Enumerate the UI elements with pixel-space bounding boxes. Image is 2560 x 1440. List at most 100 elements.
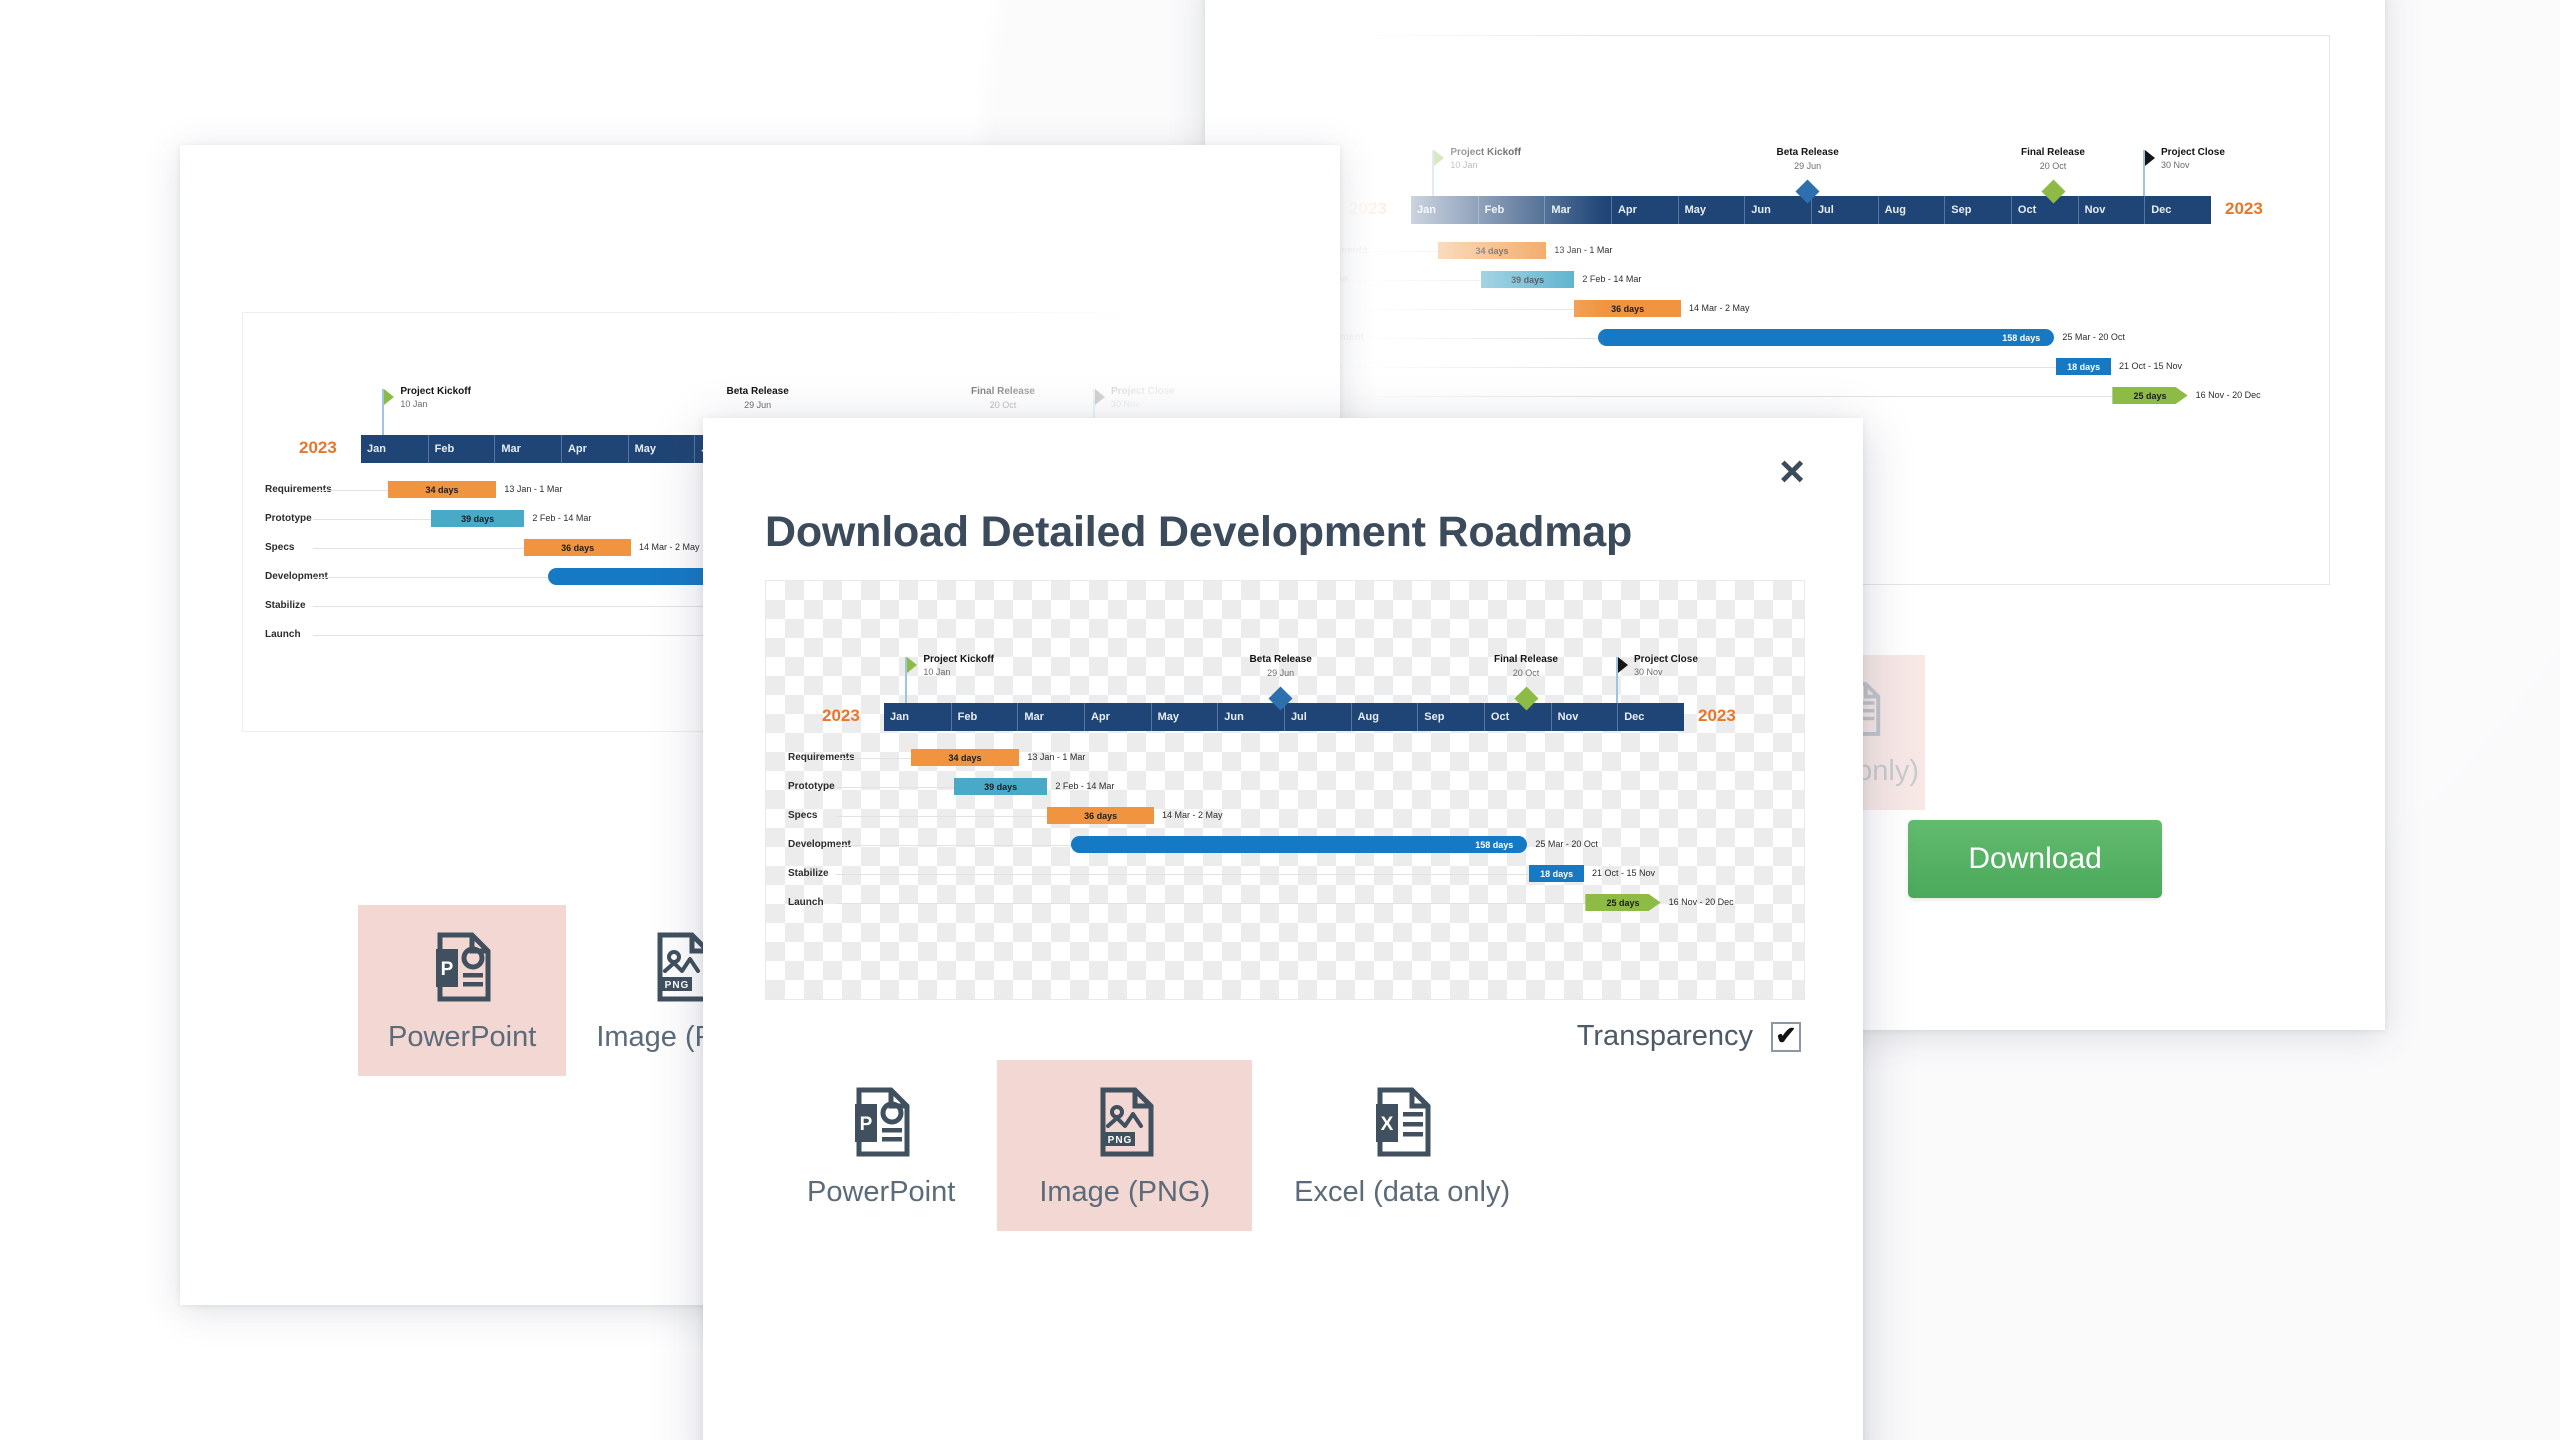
axis-month-may: May (627, 435, 695, 463)
task-guideline-2 (836, 815, 1048, 817)
task-daterange-5: 16 Nov - 20 Dec (1668, 896, 1734, 907)
milestone-date-0: 10 Jan (1450, 160, 1478, 170)
axis-month-dec: Dec (1617, 703, 1684, 731)
task-label-1: Prototype (265, 512, 312, 524)
modal-front[interactable]: × Download Detailed Development Roadmap … (703, 418, 1863, 1440)
milestone-date-3: 30 Nov (2161, 160, 2190, 170)
gantt-year-left: 2023 (299, 438, 337, 458)
task-guideline-2 (313, 547, 525, 549)
task-label-3: Development (788, 838, 851, 850)
format-label-excel-front: Excel (data only) (1294, 1176, 1511, 1208)
task-bar-5: 25 days (2112, 387, 2188, 404)
milestone-date-1: 29 Jun (744, 400, 772, 410)
milestone-flag-0 (384, 389, 395, 405)
milestone-flag-0 (907, 657, 918, 673)
axis-month-feb: Feb (1477, 196, 1545, 224)
milestone-title-0: Project Kickoff (923, 654, 994, 665)
task-label-5: Launch (788, 896, 824, 908)
task-bar-2: 36 days (1047, 807, 1154, 824)
milestone-title-1: Beta Release (726, 386, 789, 397)
task-label-2: Specs (265, 541, 295, 553)
task-bar-4: 18 days (2056, 358, 2111, 375)
transparency-control[interactable]: Transparency ✔ (1577, 1020, 1801, 1053)
milestone-flagpole-0 (905, 657, 908, 703)
milestone-date-3: 30 Nov (1634, 667, 1663, 677)
axis-month-jan: Jan (1417, 204, 1436, 216)
download-button-back-right[interactable]: Download (1908, 820, 2162, 898)
transparency-checkbox[interactable]: ✔ (1771, 1021, 1801, 1052)
task-daterange-3: 25 Mar - 20 Oct (1535, 838, 1598, 849)
task-guideline-1 (313, 518, 431, 520)
milestone-title-3: Project Close (1634, 654, 1698, 665)
svg-text:PNG: PNG (1107, 1135, 1132, 1146)
format-option-excel-front[interactable]: X Excel (data only) (1252, 1060, 1552, 1231)
excel-file-icon: X (1376, 1087, 1431, 1157)
axis-month-apr: Apr (560, 435, 628, 463)
milestone-flagpole-0 (382, 389, 385, 435)
axis-month-nov: Nov (2077, 196, 2145, 224)
axis-month-nov: Nov (1550, 703, 1618, 731)
close-button-front[interactable]: × (1779, 447, 1805, 496)
svg-text:X: X (1381, 1114, 1394, 1135)
milestone-title-0: Project Kickoff (400, 386, 471, 397)
axis-month-oct: Oct (2010, 196, 2078, 224)
task-bar-0: 34 days (910, 749, 1020, 766)
task-bar-2: 36 days (524, 539, 631, 556)
format-options-front[interactable]: P PowerPoint PNG Image (PNG) (765, 1060, 1552, 1231)
axis-month-apr: Apr (1083, 703, 1151, 731)
task-guideline-4 (1349, 366, 2057, 368)
task-daterange-5: 16 Nov - 20 Dec (2195, 389, 2261, 400)
milestone-title-1: Beta Release (1249, 654, 1312, 665)
svg-text:PNG: PNG (664, 980, 689, 991)
axis-month-jan: Jan (890, 711, 909, 723)
transparency-label: Transparency (1576, 1020, 1753, 1052)
milestone-title-2: Final Release (971, 386, 1035, 397)
format-option-powerpoint-front[interactable]: P PowerPoint (765, 1060, 997, 1231)
svg-text:P: P (860, 1114, 873, 1135)
format-label-powerpoint-front: PowerPoint (807, 1176, 956, 1208)
axis-month-dec: Dec (2144, 196, 2211, 224)
format-option-powerpoint-back-left[interactable]: P PowerPoint (358, 905, 567, 1076)
task-guideline-1 (836, 786, 954, 788)
axis-month-may: May (1677, 196, 1745, 224)
task-guideline-3 (1349, 337, 1598, 339)
png-image-file-icon: PNG (657, 932, 711, 1002)
gantt-chart-front: Jan Feb Mar Apr May Jun Jul Aug Sep Oct Nov Dec 2023… (766, 581, 1804, 999)
axis-month-feb: Feb (950, 703, 1018, 731)
milestone-title-1: Beta Release (1776, 147, 1839, 158)
milestone-title-3: Project Close (2161, 147, 2225, 158)
axis-month-jul: Jul (1810, 196, 1878, 224)
task-bar-1: 39 days (431, 510, 525, 527)
task-guideline-0 (1349, 250, 1438, 252)
axis-month-jan: Jan (367, 443, 386, 455)
milestone-flagpole-3 (1616, 657, 1618, 703)
task-label-3: Development (265, 570, 328, 582)
powerpoint-file-icon: P (855, 1087, 910, 1157)
task-guideline-2 (1349, 308, 1575, 310)
task-guideline-1 (1349, 279, 1481, 281)
task-daterange-4: 21 Oct - 15 Nov (2119, 360, 2183, 371)
format-option-png-front[interactable]: PNG Image (PNG) (997, 1060, 1253, 1231)
milestone-date-3: 30 Nov (1111, 399, 1140, 409)
milestone-flag-3 (1618, 657, 1628, 673)
axis-month-jul: Jul (1283, 703, 1351, 731)
milestone-flag-0 (1434, 150, 1445, 166)
axis-month-apr: Apr (1610, 196, 1678, 224)
task-daterange-2: 14 Mar - 2 May (1689, 302, 1750, 313)
task-label-4: Stabilize (265, 599, 306, 611)
task-bar-1: 39 days (954, 778, 1048, 795)
task-guideline-5 (836, 902, 1586, 904)
task-guideline-4 (836, 873, 1530, 875)
gantt-year-left: 2023 (822, 706, 860, 726)
milestone-title-0: Project Kickoff (1450, 147, 1521, 158)
milestone-date-2: 20 Oct (1512, 668, 1540, 678)
chart-preview-front: Jan Feb Mar Apr May Jun Jul Aug Sep Oct Nov Dec 2023… (765, 580, 1805, 1000)
task-label-5: Launch (265, 628, 301, 640)
task-guideline-5 (1349, 395, 2113, 397)
milestone-date-1: 29 Jun (1794, 161, 1822, 171)
task-daterange-2: 14 Mar - 2 May (639, 541, 700, 552)
task-daterange-3: 25 Mar - 20 Oct (2062, 331, 2125, 342)
task-guideline-4 (313, 605, 1007, 607)
